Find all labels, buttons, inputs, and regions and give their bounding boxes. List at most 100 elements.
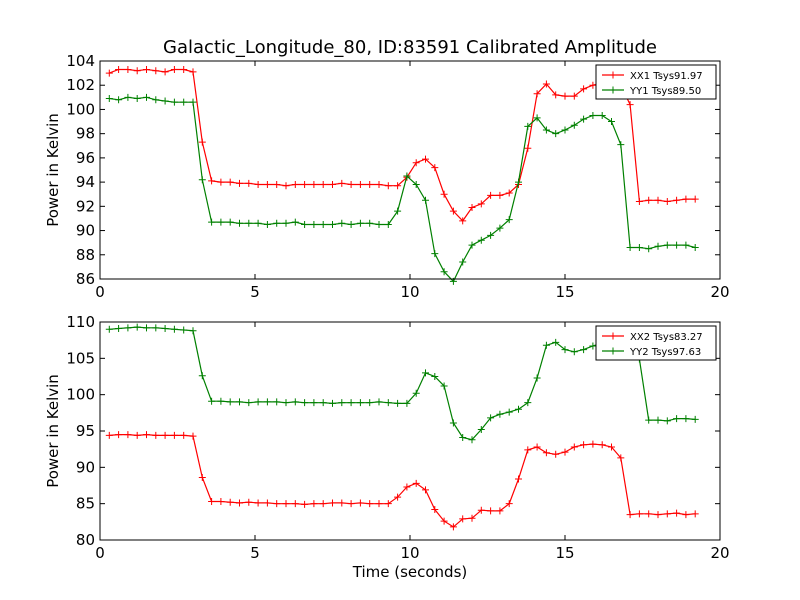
data-point: [105, 431, 113, 439]
data-point: [208, 497, 216, 505]
data-point: [496, 224, 504, 232]
data-point: [589, 112, 597, 119]
data-point: [208, 218, 216, 226]
data-point: [403, 483, 411, 491]
data-point: [468, 241, 476, 249]
data-point: [524, 446, 532, 454]
data-point: [217, 397, 225, 405]
data-point: [570, 121, 578, 129]
data-point: [236, 219, 243, 227]
data-point: [245, 399, 253, 407]
data-point: [589, 81, 597, 89]
data-point: [440, 517, 448, 525]
data-point: [338, 179, 346, 187]
data-point: [170, 65, 178, 73]
data-point: [449, 207, 457, 215]
data-point: [496, 191, 504, 199]
data-point: [105, 95, 113, 103]
data-point: [468, 514, 476, 522]
data-point: [682, 511, 690, 519]
y-axis-label: Power in Kelvin: [44, 374, 62, 488]
data-point: [236, 499, 243, 507]
data-point: [254, 499, 262, 507]
data-point: [226, 178, 234, 186]
data-point: [533, 114, 541, 122]
x-tick-label: 0: [95, 283, 105, 301]
data-point: [310, 181, 318, 189]
data-point: [635, 510, 643, 518]
data-point: [431, 164, 439, 172]
data-point: [459, 515, 467, 523]
data-point: [236, 398, 243, 406]
data-point: [329, 181, 336, 189]
data-point: [654, 511, 662, 519]
data-point: [533, 90, 541, 98]
data-point: [691, 195, 699, 203]
y-tick-label: 85: [76, 495, 95, 513]
data-point: [245, 219, 253, 227]
data-point: [143, 431, 150, 439]
data-point: [319, 181, 327, 189]
data-point: [384, 500, 392, 508]
data-point: [161, 97, 169, 105]
data-point: [477, 506, 485, 514]
data-point: [105, 325, 113, 333]
data-point: [589, 440, 597, 448]
data-point: [663, 417, 671, 425]
data-point: [273, 500, 281, 508]
data-point: [635, 197, 643, 205]
data-point: [663, 510, 671, 518]
data-point: [375, 181, 383, 189]
data-point: [459, 434, 467, 442]
data-point: [422, 155, 429, 163]
data-point: [254, 181, 262, 189]
data-point: [682, 241, 690, 249]
data-point: [198, 372, 206, 380]
data-point: [347, 221, 355, 228]
data-point: [422, 369, 429, 377]
data-point: [440, 190, 448, 198]
data-point: [691, 244, 699, 252]
data-point: [124, 93, 132, 101]
data-point: [663, 241, 671, 249]
data-point: [403, 172, 411, 180]
data-point: [273, 181, 281, 189]
data-point: [105, 69, 113, 77]
legend-label: XX2 Tsys83.27: [630, 332, 703, 343]
data-point: [645, 196, 653, 204]
data-point: [180, 431, 188, 439]
y-tick-label: 80: [76, 531, 95, 549]
y-tick-label: 86: [76, 270, 95, 288]
data-point: [524, 399, 532, 407]
data-point: [189, 327, 197, 335]
data-point: [152, 67, 160, 75]
y-tick-label: 90: [76, 458, 95, 476]
legend-marker: [609, 86, 617, 94]
x-tick-label: 15: [555, 283, 574, 301]
data-point: [682, 415, 690, 423]
data-point: [431, 505, 439, 513]
data-point: [682, 195, 690, 203]
data-point: [477, 200, 485, 208]
data-point: [152, 324, 160, 332]
data-point: [394, 182, 402, 190]
data-point: [152, 96, 160, 104]
data-point: [273, 398, 281, 406]
data-point: [673, 196, 681, 204]
data-point: [459, 258, 467, 266]
data-point: [384, 182, 392, 190]
data-point: [366, 219, 374, 227]
data-point: [589, 342, 597, 350]
data-point: [570, 443, 578, 451]
data-point: [459, 217, 467, 225]
data-point: [189, 432, 197, 440]
data-point: [133, 323, 141, 331]
data-point: [654, 196, 662, 204]
data-point: [338, 399, 346, 407]
chart-title: Galactic_Longitude_80, ID:83591 Calibrat…: [163, 37, 657, 58]
data-point: [561, 448, 569, 456]
data-point: [440, 382, 448, 390]
legend-label: YY2 Tsys97.63: [629, 347, 701, 358]
data-point: [273, 219, 281, 227]
